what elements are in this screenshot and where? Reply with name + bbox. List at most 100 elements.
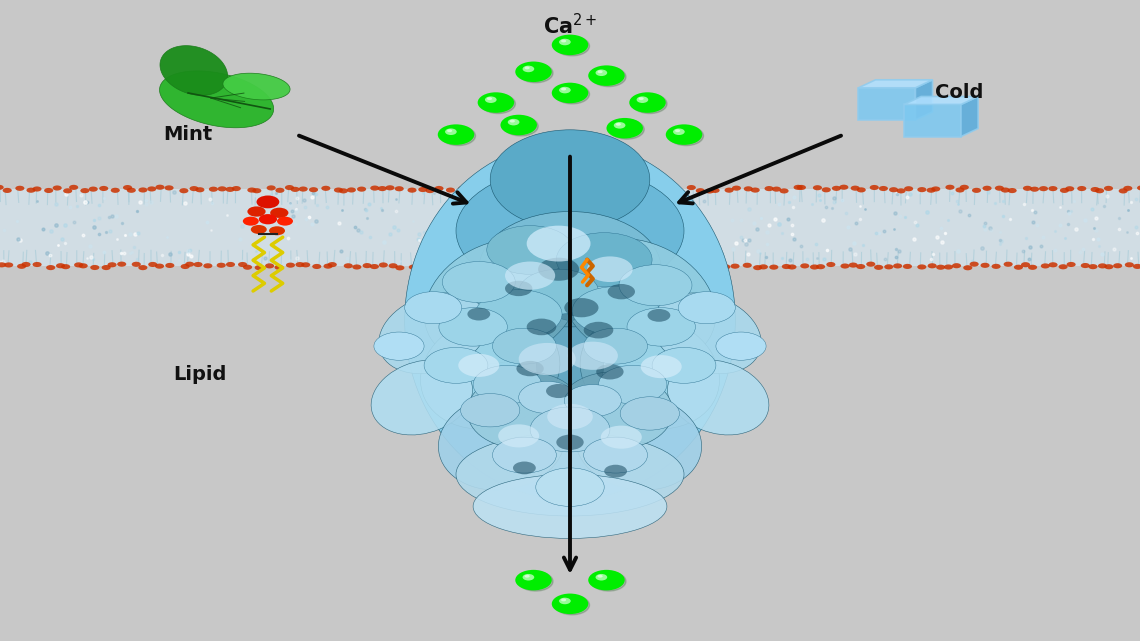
Point xyxy=(391,256,409,266)
Ellipse shape xyxy=(490,129,650,229)
Point xyxy=(724,244,742,254)
Circle shape xyxy=(955,187,964,192)
Point xyxy=(948,196,967,206)
Circle shape xyxy=(299,187,308,192)
Circle shape xyxy=(180,264,189,269)
Circle shape xyxy=(584,328,648,364)
Point xyxy=(303,188,321,198)
Circle shape xyxy=(770,265,779,270)
Circle shape xyxy=(264,263,274,269)
Point xyxy=(746,219,764,229)
Point xyxy=(734,235,752,245)
Point xyxy=(948,199,967,209)
Circle shape xyxy=(442,262,515,303)
Circle shape xyxy=(1031,187,1040,192)
Circle shape xyxy=(552,83,588,103)
Point xyxy=(809,190,828,200)
Circle shape xyxy=(1028,265,1037,270)
Point xyxy=(732,232,750,242)
Circle shape xyxy=(1104,186,1113,191)
Point xyxy=(980,223,999,233)
Point xyxy=(784,234,803,244)
Point xyxy=(1098,190,1116,201)
Circle shape xyxy=(132,262,141,267)
Circle shape xyxy=(588,65,625,86)
Point xyxy=(34,224,52,234)
Circle shape xyxy=(1089,264,1098,269)
Circle shape xyxy=(312,264,321,269)
Circle shape xyxy=(1113,263,1122,269)
Circle shape xyxy=(561,40,567,42)
Point xyxy=(978,187,996,197)
Point xyxy=(331,218,349,228)
Circle shape xyxy=(138,187,147,192)
Point xyxy=(732,215,750,225)
Circle shape xyxy=(983,186,992,191)
Point xyxy=(280,256,299,267)
Circle shape xyxy=(301,262,310,267)
Point xyxy=(252,206,270,217)
Circle shape xyxy=(555,85,589,104)
Point xyxy=(1085,223,1104,233)
Point xyxy=(430,212,448,222)
Circle shape xyxy=(552,35,588,55)
Circle shape xyxy=(101,265,111,270)
Circle shape xyxy=(592,572,626,591)
Circle shape xyxy=(243,217,259,226)
Circle shape xyxy=(927,188,936,193)
Circle shape xyxy=(17,263,26,269)
Circle shape xyxy=(754,265,763,271)
Circle shape xyxy=(652,347,716,383)
Point xyxy=(1109,224,1127,235)
Circle shape xyxy=(598,365,667,404)
Point xyxy=(870,228,888,238)
Circle shape xyxy=(164,185,173,190)
Point xyxy=(991,239,1009,249)
Ellipse shape xyxy=(576,394,701,490)
Point xyxy=(260,203,278,213)
Circle shape xyxy=(0,262,7,267)
Circle shape xyxy=(848,263,857,268)
Point xyxy=(381,229,399,239)
Point xyxy=(1025,217,1043,228)
Circle shape xyxy=(519,381,576,413)
Point xyxy=(770,199,788,210)
Circle shape xyxy=(686,185,695,190)
Circle shape xyxy=(945,185,954,190)
Circle shape xyxy=(1091,187,1100,192)
Circle shape xyxy=(522,574,535,581)
Circle shape xyxy=(481,94,515,113)
Point xyxy=(303,192,321,202)
Circle shape xyxy=(513,462,536,474)
Circle shape xyxy=(715,265,724,270)
Circle shape xyxy=(74,262,83,267)
Point xyxy=(1027,220,1045,230)
Point xyxy=(807,238,825,249)
Point xyxy=(307,188,325,199)
Circle shape xyxy=(407,188,416,193)
Circle shape xyxy=(606,118,643,138)
Point xyxy=(9,234,27,244)
Circle shape xyxy=(347,187,356,192)
Circle shape xyxy=(555,37,589,56)
Point xyxy=(784,201,803,212)
Point xyxy=(285,219,303,229)
Point xyxy=(994,196,1012,206)
Circle shape xyxy=(5,262,14,267)
Point xyxy=(699,233,717,244)
Point xyxy=(41,249,59,260)
Circle shape xyxy=(788,264,797,269)
Circle shape xyxy=(928,263,937,269)
Circle shape xyxy=(595,69,608,76)
Point xyxy=(201,194,219,204)
Circle shape xyxy=(492,328,556,364)
Point xyxy=(176,198,194,208)
Point xyxy=(693,235,711,245)
Circle shape xyxy=(826,262,836,267)
Point xyxy=(1074,244,1092,254)
Circle shape xyxy=(710,188,719,193)
Circle shape xyxy=(1023,186,1032,191)
Circle shape xyxy=(616,123,621,126)
Circle shape xyxy=(148,262,157,267)
Circle shape xyxy=(0,185,3,190)
